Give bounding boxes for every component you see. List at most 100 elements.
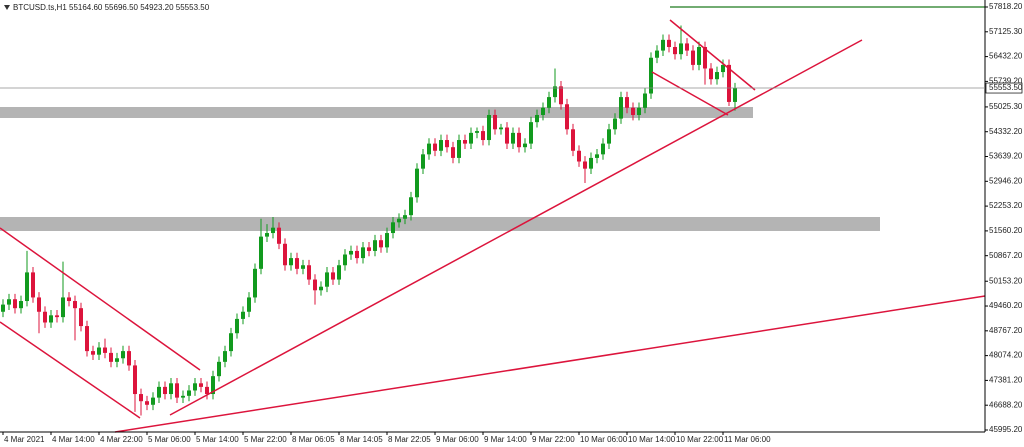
candle-body <box>643 93 647 108</box>
candle-body <box>247 297 251 312</box>
candle-body <box>133 365 137 395</box>
price-label-box <box>985 82 1023 94</box>
candle-body <box>211 376 215 395</box>
candle-body <box>61 297 65 318</box>
candle-body <box>55 315 59 318</box>
candle-body <box>415 168 419 198</box>
candle-body <box>127 351 131 366</box>
candle-body <box>595 154 599 158</box>
candle-body <box>361 247 365 259</box>
y-tick-label: 46688.20 <box>989 400 1023 409</box>
candle-body <box>73 301 77 309</box>
candle-body <box>619 97 623 119</box>
channel-upper <box>0 227 201 371</box>
candle-body <box>607 129 611 144</box>
candles <box>1 25 737 416</box>
candle-body <box>115 358 119 362</box>
candle-body <box>625 97 629 108</box>
x-tick-label: 5 Mar 06:00 <box>148 435 191 444</box>
x-tick-label: 4 Mar 14:00 <box>52 435 95 444</box>
candle-body <box>337 265 341 280</box>
flag-upper <box>669 19 756 91</box>
candle-body <box>121 351 125 359</box>
candle-body <box>1 304 5 312</box>
candle-body <box>379 240 383 248</box>
resistance-zone <box>0 107 753 118</box>
candle-body <box>301 265 305 269</box>
x-tick-label: 10 Mar 06:00 <box>580 435 628 444</box>
support-zone <box>0 217 880 231</box>
x-tick-label: 8 Mar 22:05 <box>388 435 431 444</box>
candle-body <box>697 47 701 65</box>
candle-body <box>709 68 713 80</box>
x-tick-label: 5 Mar 22:00 <box>244 435 287 444</box>
candle-body <box>721 64 725 73</box>
y-tick-label: 53639.20 <box>989 152 1023 161</box>
candle-body <box>325 272 329 287</box>
candle-body <box>7 299 11 305</box>
candle-body <box>559 86 563 105</box>
candle-body <box>727 64 731 102</box>
y-tick-label: 52946.20 <box>989 176 1023 185</box>
candle-body <box>553 86 557 98</box>
candle-body <box>445 140 449 148</box>
chart-title: BTCUSD.ts,H1 55164.60 55696.50 54923.20 … <box>13 3 210 12</box>
y-tick-label: 56432.20 <box>989 52 1023 61</box>
candle-body <box>187 390 191 396</box>
candle-body <box>25 272 29 302</box>
candle-body <box>535 114 539 123</box>
candle-body <box>403 215 407 219</box>
x-tick-label: 10 Mar 14:00 <box>628 435 676 444</box>
candle-body <box>373 240 377 251</box>
candle-body <box>49 315 53 323</box>
candle-body <box>679 43 683 55</box>
y-tick-label: 50153.20 <box>989 276 1023 285</box>
candle-body <box>409 197 413 216</box>
y-tick-label: 54332.20 <box>989 127 1023 136</box>
candle-body <box>655 50 659 58</box>
candle-body <box>145 401 149 405</box>
candle-body <box>91 351 95 355</box>
candle-body <box>463 140 467 144</box>
candle-body <box>169 383 173 395</box>
candle-body <box>319 286 323 291</box>
candle-body <box>235 318 239 334</box>
long-uptrend-line <box>114 295 986 433</box>
candle-body <box>37 297 41 312</box>
candle-body <box>217 361 221 377</box>
x-tick-label: 11 Mar 06:00 <box>724 435 771 444</box>
candle-body <box>577 150 581 162</box>
candle-body <box>151 397 155 405</box>
candle-body <box>547 97 551 108</box>
candle-body <box>313 279 317 291</box>
candle-body <box>637 107 641 115</box>
candle-body <box>271 227 275 234</box>
menu-icon[interactable] <box>4 5 10 10</box>
candle-body <box>673 47 677 55</box>
candle-body <box>733 88 737 102</box>
candle-body <box>487 114 491 141</box>
candle-body <box>31 272 35 298</box>
x-tick-label: 4 Mar 22:00 <box>100 435 143 444</box>
candle-body <box>649 57 653 94</box>
candle-body <box>685 43 689 51</box>
y-tick-label: 48074.20 <box>989 351 1023 360</box>
candle-body <box>229 333 233 352</box>
candle-body <box>703 47 707 69</box>
candle-body <box>493 114 497 130</box>
candle-body <box>475 131 479 133</box>
candle-body <box>199 383 203 387</box>
candle-body <box>397 218 401 223</box>
y-tick-label: 49460.20 <box>989 301 1023 310</box>
candle-body <box>253 268 257 298</box>
candle-body <box>421 154 425 169</box>
candle-body <box>85 326 89 352</box>
candle-body <box>223 351 227 362</box>
candle-body <box>499 127 503 130</box>
candle-body <box>367 247 371 251</box>
candle-body <box>43 311 47 323</box>
candle-body <box>589 157 593 169</box>
candle-body <box>565 104 569 130</box>
x-tick-label: 5 Mar 14:00 <box>196 435 239 444</box>
